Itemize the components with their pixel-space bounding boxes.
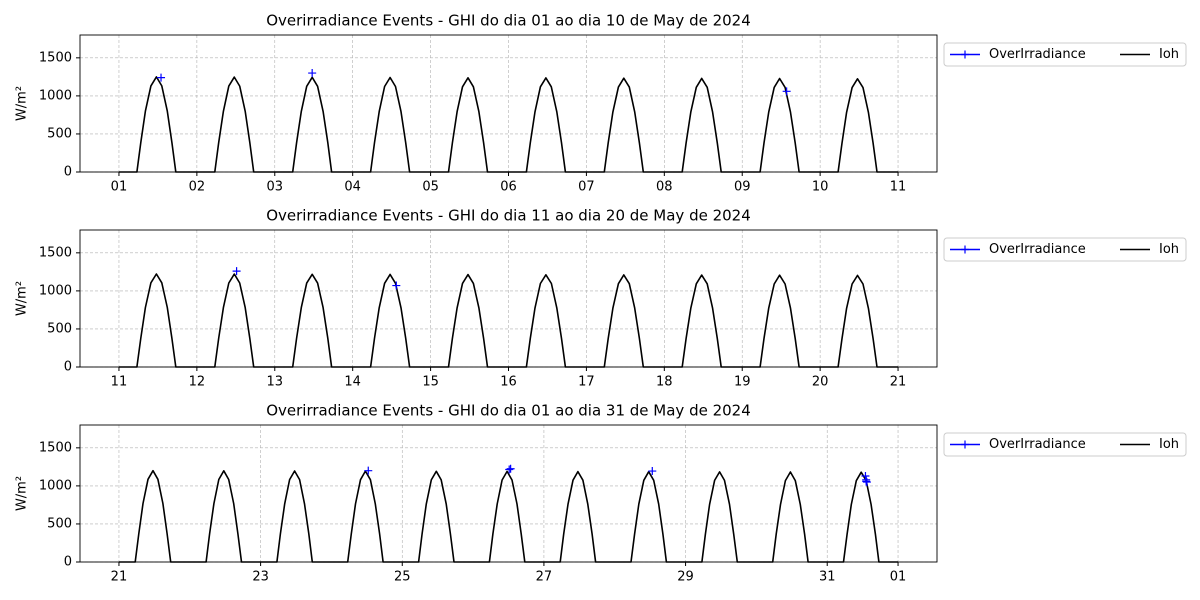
x-tick-label: 01 — [111, 180, 128, 195]
x-tick-label: 02 — [189, 180, 206, 195]
chart-title: Overirradiance Events - GHI do dia 01 ao… — [266, 12, 751, 30]
legend-marker — [961, 245, 969, 254]
x-tick-label: 14 — [344, 375, 361, 390]
x-tick-label: 13 — [266, 375, 283, 390]
legend-label: Ioh — [1159, 437, 1179, 452]
plot-frame — [79, 424, 938, 563]
marker — [648, 467, 657, 476]
marker — [157, 73, 166, 82]
x-tick-label: 25 — [394, 570, 411, 585]
x-tick-label: 07 — [578, 180, 595, 195]
x-tick-label: 16 — [500, 375, 517, 390]
y-tick-label: 1000 — [39, 478, 72, 493]
y-axis-label: W/m² — [15, 281, 30, 316]
y-axis-label: W/m² — [15, 86, 30, 121]
chart-title: Overirradiance Events - GHI do dia 11 ao… — [266, 207, 751, 225]
x-tick-label: 05 — [422, 180, 439, 195]
marker — [308, 69, 317, 78]
y-tick-label: 0 — [64, 555, 72, 570]
x-tick-label: 09 — [734, 180, 751, 195]
y-tick-label: 1500 — [39, 440, 72, 455]
x-tick-label: 21 — [890, 375, 907, 390]
line — [119, 469, 898, 563]
x-tick-label: 11 — [111, 375, 128, 390]
marker — [861, 471, 870, 480]
marker — [392, 281, 401, 290]
legend-label: OverIrradiance — [989, 437, 1086, 452]
x-tick-label: 31 — [819, 570, 836, 585]
marker — [505, 465, 514, 474]
y-tick-label: 1500 — [39, 245, 72, 260]
marker — [862, 477, 871, 486]
legend-marker — [961, 440, 969, 449]
y-tick-label: 0 — [64, 165, 72, 180]
legend-label: Ioh — [1159, 47, 1179, 62]
legend-box — [943, 42, 1187, 67]
marker — [862, 478, 871, 487]
plot-frame — [79, 229, 938, 368]
x-tick-label: 20 — [812, 375, 829, 390]
legend-label: OverIrradiance — [989, 47, 1086, 62]
x-tick-label: 27 — [536, 570, 553, 585]
x-tick-label: 10 — [812, 180, 829, 195]
plot-frame — [79, 34, 938, 173]
marker — [782, 87, 791, 96]
x-tick-label: 17 — [578, 375, 595, 390]
legend-box — [943, 432, 1187, 457]
y-tick-label: 1000 — [39, 283, 72, 298]
x-tick-label: 11 — [890, 180, 907, 195]
legend-label: OverIrradiance — [989, 242, 1086, 257]
marker — [232, 267, 241, 276]
chart-title: Overirradiance Events - GHI do dia 01 ao… — [266, 402, 751, 420]
y-tick-label: 1000 — [39, 88, 72, 103]
x-tick-label: 15 — [422, 375, 439, 390]
marker — [506, 464, 515, 473]
y-axis-label: W/m² — [15, 476, 30, 511]
x-tick-label: 08 — [656, 180, 673, 195]
y-tick-label: 500 — [47, 516, 72, 531]
x-tick-label: 03 — [266, 180, 283, 195]
y-tick-label: 1500 — [39, 50, 72, 65]
y-tick-label: 500 — [47, 126, 72, 141]
x-tick-label: 23 — [252, 570, 269, 585]
y-tick-label: 500 — [47, 321, 72, 336]
x-tick-label: 12 — [189, 375, 206, 390]
x-tick-label: 21 — [111, 570, 128, 585]
x-tick-label: 04 — [344, 180, 361, 195]
y-tick-label: 0 — [64, 360, 72, 375]
x-tick-label: 01 — [890, 570, 907, 585]
legend-label: Ioh — [1159, 242, 1179, 257]
marker — [364, 466, 373, 475]
x-tick-label: 06 — [500, 180, 517, 195]
x-tick-label: 19 — [734, 375, 751, 390]
legend-marker — [961, 50, 969, 59]
x-tick-label: 18 — [656, 375, 673, 390]
legend-box — [943, 237, 1187, 262]
x-tick-label: 29 — [677, 570, 694, 585]
